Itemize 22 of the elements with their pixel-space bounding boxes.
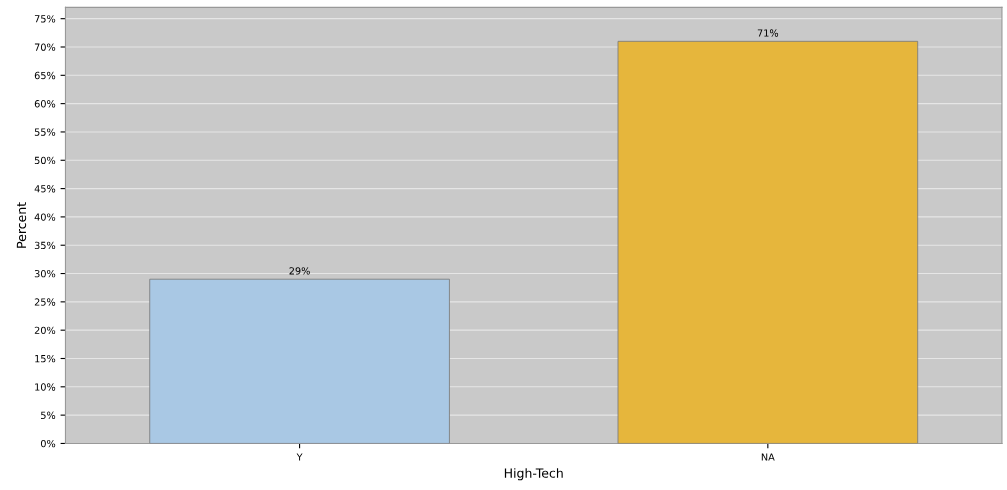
- y-tick-label: 45%: [34, 185, 56, 193]
- y-tick-label: 50%: [34, 156, 56, 165]
- y-tick-label: 65%: [34, 71, 56, 80]
- y-tick-label: 15%: [35, 354, 56, 363]
- y-tick-label: 75%: [34, 15, 56, 23]
- x-axis-title: High-Tech: [504, 468, 563, 481]
- y-tick-label: 30%: [34, 270, 56, 278]
- x-tick-label: NA: [761, 453, 775, 461]
- y-tick-label: 60%: [34, 100, 56, 108]
- y-tick-label: 35%: [34, 241, 56, 250]
- data-label: 71%: [757, 29, 779, 37]
- y-tick-label: 25%: [34, 298, 56, 306]
- y-tick-label: 40%: [34, 213, 56, 221]
- y-tick-label: 0%: [40, 439, 56, 448]
- y-tick-label: 20%: [34, 326, 56, 335]
- y-tick-label: 55%: [34, 128, 56, 136]
- y-axis-title: Percent: [16, 202, 27, 248]
- y-tick-label: 70%: [34, 43, 56, 51]
- data-label: 29%: [289, 267, 310, 275]
- y-tick-label: 5%: [41, 411, 56, 419]
- x-tick-label: Y: [296, 453, 303, 461]
- y-tick-label: 10%: [35, 383, 56, 391]
